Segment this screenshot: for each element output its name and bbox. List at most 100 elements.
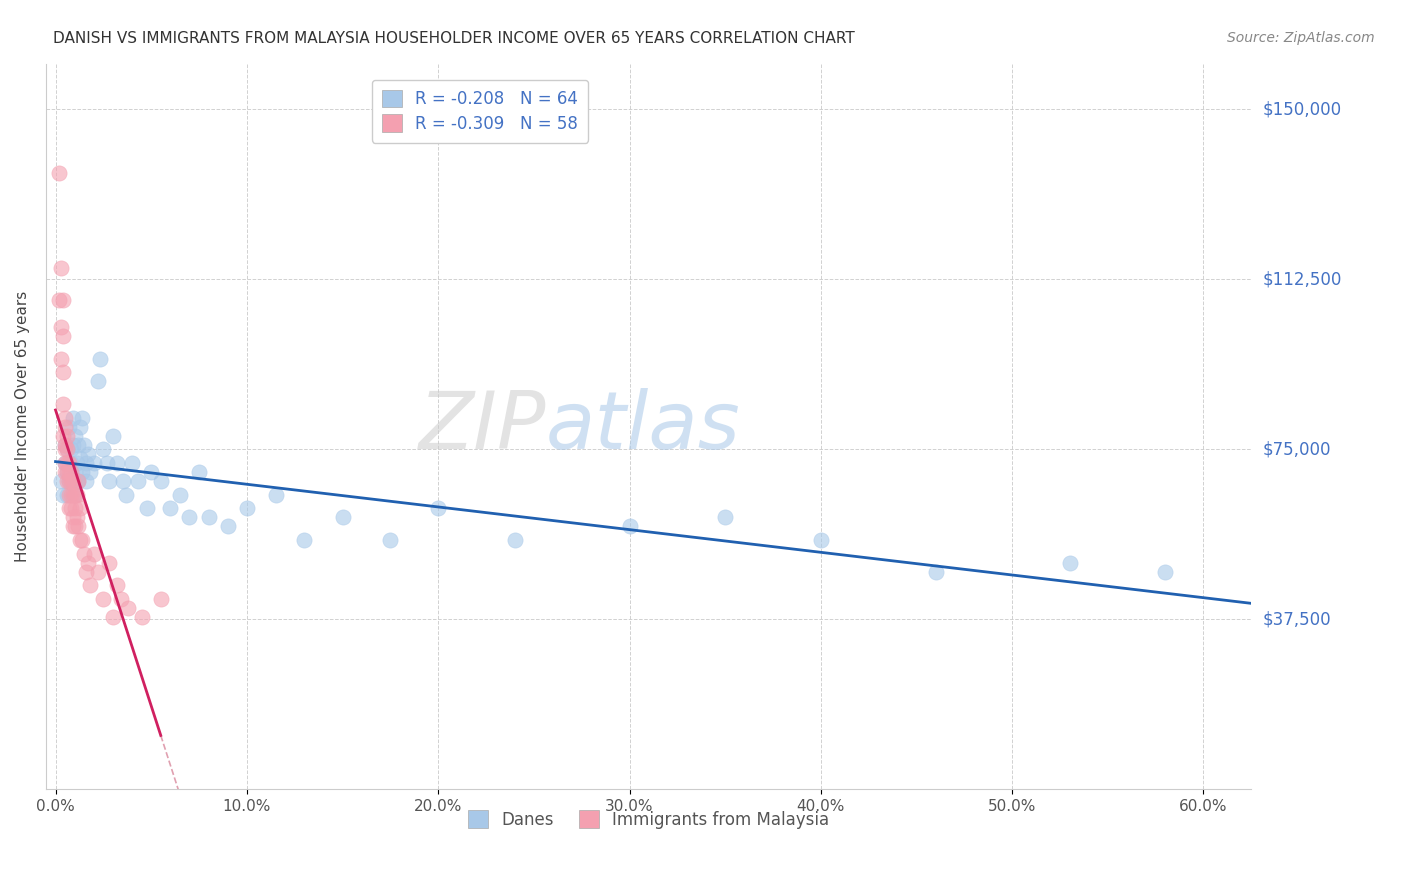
Point	[264, 488, 287, 502]
Point	[292, 533, 315, 547]
Point	[69, 419, 91, 434]
Point	[53, 419, 76, 434]
Point	[56, 474, 79, 488]
Point	[236, 501, 259, 516]
Point	[101, 610, 124, 624]
Point	[67, 438, 90, 452]
Text: $150,000: $150,000	[1263, 101, 1341, 119]
Point	[73, 547, 96, 561]
Point	[53, 456, 76, 470]
Point	[75, 456, 97, 470]
Point	[51, 351, 73, 366]
Point	[79, 465, 101, 479]
Point	[111, 474, 134, 488]
Point	[59, 465, 82, 479]
Text: DANISH VS IMMIGRANTS FROM MALAYSIA HOUSEHOLDER INCOME OVER 65 YEARS CORRELATION : DANISH VS IMMIGRANTS FROM MALAYSIA HOUSE…	[53, 31, 855, 46]
Legend: Danes, Immigrants from Malaysia: Danes, Immigrants from Malaysia	[461, 804, 837, 835]
Point	[93, 442, 115, 457]
Point	[427, 501, 450, 516]
Point	[93, 591, 115, 606]
Point	[105, 578, 128, 592]
Point	[75, 474, 97, 488]
Point	[65, 474, 87, 488]
Y-axis label: Householder Income Over 65 years: Householder Income Over 65 years	[15, 291, 30, 562]
Text: Source: ZipAtlas.com: Source: ZipAtlas.com	[1227, 31, 1375, 45]
Point	[58, 488, 80, 502]
Text: $37,500: $37,500	[1263, 610, 1331, 628]
Point	[714, 510, 737, 524]
Point	[62, 510, 84, 524]
Point	[67, 519, 90, 533]
Point	[56, 488, 79, 502]
Text: $112,500: $112,500	[1263, 270, 1341, 288]
Point	[83, 547, 105, 561]
Point	[56, 465, 79, 479]
Point	[1154, 565, 1177, 579]
Point	[79, 578, 101, 592]
Point	[69, 533, 91, 547]
Point	[69, 451, 91, 466]
Point	[51, 260, 73, 275]
Point	[65, 510, 87, 524]
Point	[59, 442, 82, 457]
Point	[619, 519, 641, 533]
Point	[62, 488, 84, 502]
Point	[56, 428, 79, 442]
Point	[52, 329, 75, 343]
Point	[63, 519, 86, 533]
Point	[86, 565, 108, 579]
Point	[72, 465, 94, 479]
Point	[51, 474, 73, 488]
Point	[63, 428, 86, 442]
Point	[63, 488, 86, 502]
Point	[96, 456, 118, 470]
Point	[59, 488, 82, 502]
Point	[53, 438, 76, 452]
Point	[56, 456, 79, 470]
Point	[52, 488, 75, 502]
Text: atlas: atlas	[546, 388, 741, 466]
Point	[188, 465, 211, 479]
Point	[73, 438, 96, 452]
Point	[53, 465, 76, 479]
Point	[53, 438, 76, 452]
Point	[59, 501, 82, 516]
Point	[52, 397, 75, 411]
Point	[58, 456, 80, 470]
Point	[86, 374, 108, 388]
Point	[89, 351, 111, 366]
Point	[149, 474, 172, 488]
Point	[63, 488, 86, 502]
Point	[98, 474, 121, 488]
Point	[58, 465, 80, 479]
Point	[63, 465, 86, 479]
Point	[121, 456, 143, 470]
Point	[62, 410, 84, 425]
Point	[136, 501, 159, 516]
Point	[69, 501, 91, 516]
Text: $75,000: $75,000	[1263, 441, 1331, 458]
Point	[65, 488, 87, 502]
Point	[169, 488, 191, 502]
Point	[51, 320, 73, 334]
Point	[101, 428, 124, 442]
Point	[59, 474, 82, 488]
Point	[98, 556, 121, 570]
Point	[179, 510, 201, 524]
Point	[503, 533, 526, 547]
Point	[332, 510, 354, 524]
Point	[59, 456, 82, 470]
Point	[56, 465, 79, 479]
Text: ZIP: ZIP	[419, 388, 546, 466]
Point	[48, 293, 70, 307]
Point	[217, 519, 239, 533]
Point	[159, 501, 181, 516]
Point	[48, 166, 70, 180]
Point	[53, 442, 76, 457]
Point	[52, 428, 75, 442]
Point	[105, 456, 128, 470]
Point	[52, 293, 75, 307]
Point	[380, 533, 402, 547]
Point	[72, 533, 94, 547]
Point	[63, 501, 86, 516]
